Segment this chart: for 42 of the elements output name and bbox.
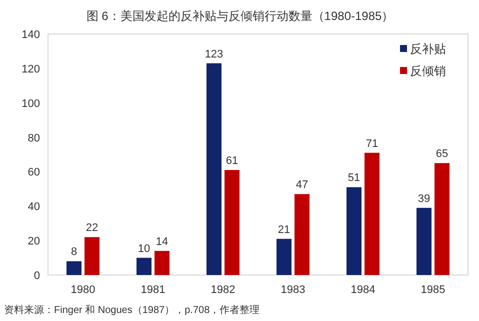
- data-label: 47: [296, 179, 308, 192]
- data-label: 51: [348, 172, 360, 184]
- bar: [416, 208, 432, 275]
- bar: [364, 152, 380, 275]
- x-tick-label: 1984: [350, 284, 376, 296]
- legend-label: 反补贴: [410, 42, 446, 56]
- data-label: 14: [156, 236, 168, 248]
- data-label: 8: [70, 246, 78, 258]
- y-tick-label: 40: [28, 201, 40, 214]
- bar: [434, 163, 450, 275]
- chart-title: 图 6：美国发起的反补贴与反倾销行动数量（1980-1985）: [86, 9, 394, 23]
- data-label: 21: [278, 224, 290, 236]
- data-label: 71: [366, 138, 378, 150]
- bar: [206, 63, 222, 275]
- x-tick-label: 1982: [210, 284, 236, 296]
- y-tick-label: 120: [22, 63, 40, 76]
- bar: [84, 237, 100, 275]
- bar: [66, 261, 82, 275]
- bar: [154, 250, 170, 275]
- y-tick-label: 80: [28, 132, 40, 144]
- x-tick-label: 1985: [420, 284, 446, 296]
- bar: [294, 194, 310, 275]
- bar: [276, 238, 292, 275]
- x-tick-label: 1980: [70, 284, 96, 296]
- x-tick-label: 1983: [280, 284, 306, 296]
- data-label: 65: [436, 148, 448, 160]
- text: 资料来源：Finger 和 Nogues（1987），p.708，作者整理: [4, 304, 260, 316]
- data-label: 61: [226, 154, 238, 167]
- data-label: 39: [418, 192, 430, 205]
- y-tick-label: 60: [28, 166, 40, 179]
- y-tick-label: 0: [34, 270, 40, 282]
- bar: [346, 187, 362, 275]
- bar: [136, 258, 152, 275]
- y-tick-label: 100: [22, 98, 40, 110]
- bar: [224, 170, 240, 275]
- y-tick-label: 140: [22, 29, 40, 41]
- data-label: 123: [204, 48, 224, 60]
- data-label: 10: [138, 242, 150, 255]
- y-tick-label: 20: [28, 236, 40, 248]
- x-tick-label: 1981: [140, 284, 166, 296]
- data-label: 22: [86, 222, 98, 234]
- legend-label: 反倾销: [410, 64, 446, 78]
